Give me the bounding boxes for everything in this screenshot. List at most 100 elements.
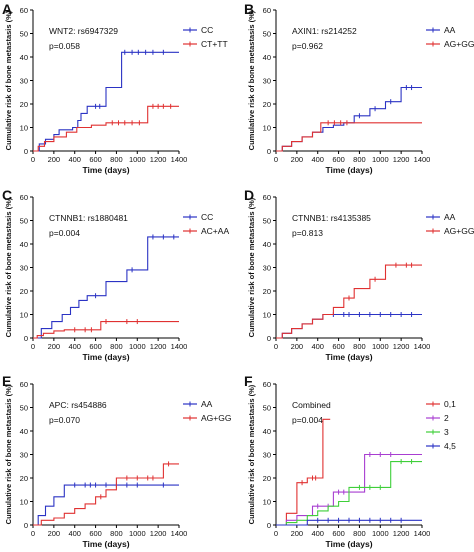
y-tick-label: 60 [263,380,271,389]
y-tick-label: 50 [20,404,28,413]
series-line-0 [33,51,179,152]
x-tick-label: 800 [353,155,366,164]
x-tick-label: 0 [31,529,35,538]
x-tick-label: 800 [353,342,366,351]
y-tick-label: 50 [263,30,271,39]
y-tick-label: 10 [20,498,28,507]
legend-label: 0,1 [444,399,456,409]
annotation-title: CTNNB1: rs1880481 [49,213,128,223]
legend-label: CC [201,212,213,222]
x-axis-label: Time (days) [325,539,372,549]
y-tick-label: 20 [263,287,271,296]
x-tick-label: 800 [110,342,123,351]
x-tick-label: 1000 [372,155,389,164]
series-line-1 [276,453,422,526]
x-tick-label: 400 [311,342,324,351]
y-tick-label: 10 [263,498,271,507]
x-tick-label: 400 [68,529,81,538]
panel-letter: C [2,187,12,203]
y-axis-label: Cumulative risk of bone metastasis (%) [247,10,256,150]
x-tick-label: 1400 [171,529,188,538]
y-tick-label: 0 [267,521,271,530]
x-tick-label: 400 [311,155,324,164]
x-tick-label: 1200 [393,155,410,164]
x-tick-label: 1400 [414,529,431,538]
y-tick-label: 40 [263,53,271,62]
annotation-title: AXIN1: rs214252 [292,26,357,36]
legend-label: 4,5 [444,441,456,451]
x-tick-label: 0 [31,155,35,164]
x-tick-label: 1400 [414,342,431,351]
x-tick-label: 1000 [129,155,146,164]
x-tick-label: 1200 [150,529,167,538]
x-tick-label: 200 [291,529,304,538]
x-tick-label: 600 [332,342,345,351]
x-axis-label: Time (days) [82,165,129,175]
y-tick-label: 0 [24,334,28,343]
series-line-1 [33,105,179,152]
y-tick-label: 20 [263,100,271,109]
y-tick-label: 40 [263,427,271,436]
y-tick-label: 30 [263,451,271,460]
legend-label: AA [201,399,213,409]
y-axis-label: Cumulative risk of bone metastasis (%) [4,197,13,337]
y-tick-label: 40 [20,427,28,436]
y-tick-label: 30 [263,77,271,86]
panel-letter: E [2,373,11,389]
legend-label: CC [201,25,213,35]
series-line-0 [276,418,331,526]
legend-label: 3 [444,427,449,437]
y-axis-label: Cumulative risk of bone metastasis (%) [247,384,256,524]
legend-label: 2 [444,413,449,423]
x-tick-label: 800 [110,155,123,164]
x-tick-label: 400 [311,529,324,538]
y-axis-label: Cumulative risk of bone metastasis (%) [4,384,13,524]
x-tick-label: 200 [48,342,61,351]
legend-label: AA [444,212,456,222]
y-tick-label: 20 [20,474,28,483]
x-axis-label: Time (days) [82,352,129,362]
annotation-p-value: p=0.813 [292,228,323,238]
annotation-title: WNT2: rs6947329 [49,26,118,36]
series-line-1 [33,463,179,526]
y-tick-label: 50 [263,404,271,413]
annotation-p-value: p=0.058 [49,41,80,51]
x-tick-label: 800 [353,529,366,538]
y-tick-label: 20 [20,287,28,296]
legend-label: AC+AA [201,226,229,236]
y-tick-label: 60 [263,6,271,15]
x-axis-label: Time (days) [325,165,372,175]
series-line-0 [33,236,179,339]
annotation-p-value: p=0.070 [49,415,80,425]
x-tick-label: 1200 [150,155,167,164]
y-tick-label: 10 [263,311,271,320]
x-tick-label: 600 [89,155,102,164]
annotation-p-value: p=0.962 [292,41,323,51]
x-tick-label: 800 [110,529,123,538]
series-line-1 [276,264,422,339]
panel-letter: A [2,1,12,17]
series-line-3 [276,519,422,526]
y-tick-label: 40 [20,53,28,62]
y-tick-label: 60 [20,193,28,202]
x-tick-label: 1000 [372,529,389,538]
y-tick-label: 0 [24,521,28,530]
x-tick-label: 1200 [393,342,410,351]
x-tick-label: 0 [274,155,278,164]
series-line-2 [276,461,422,526]
x-tick-label: 200 [291,155,304,164]
series-line-1 [33,321,179,339]
y-axis-label: Cumulative risk of bone metastasis (%) [247,197,256,337]
annotation-title: CTNNB1: rs4135385 [292,213,371,223]
legend-label: AG+GG [201,413,231,423]
x-axis-label: Time (days) [82,539,129,549]
y-tick-label: 10 [20,124,28,133]
y-tick-label: 50 [263,217,271,226]
x-tick-label: 1000 [372,342,389,351]
y-tick-label: 30 [20,77,28,86]
x-tick-label: 1200 [150,342,167,351]
